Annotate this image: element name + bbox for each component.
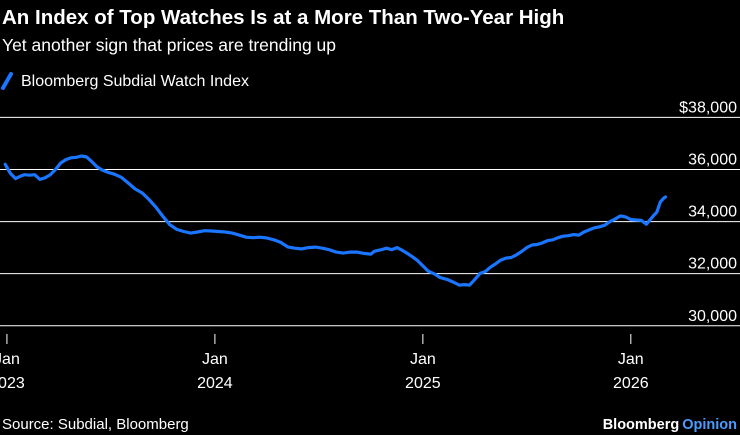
x-tick-year: 2023: [0, 375, 25, 392]
y-axis-labels: $38,000 36,000 34,000 32,000 30,000: [679, 99, 737, 324]
x-tick-year: 2024: [197, 375, 233, 392]
chart-subtitle: Yet another sign that prices are trendin…: [2, 35, 336, 55]
x-axis-ticks: [6, 334, 632, 344]
y-tick-label: $38,000: [679, 99, 737, 116]
y-tick-label: 36,000: [688, 152, 737, 169]
x-tick-year: 2026: [613, 375, 649, 392]
brand-accent: Opinion: [682, 417, 737, 433]
y-tick-label: 34,000: [688, 204, 737, 221]
brand-main: Bloomberg: [603, 417, 680, 433]
y-tick-label: 30,000: [688, 308, 737, 325]
y-gridlines: [0, 116, 740, 327]
brand-logo: Bloomberg Opinion: [603, 417, 737, 433]
x-tick-month: Jan: [410, 351, 436, 368]
legend: Bloomberg Subdial Watch Index: [1, 72, 249, 90]
x-tick-year: 2025: [405, 375, 441, 392]
x-axis-labels: Jan 2023 Jan 2024 Jan 2025 Jan 2026: [0, 351, 649, 392]
x-tick-month: Jan: [202, 351, 228, 368]
legend-swatch-icon: [1, 72, 13, 90]
x-tick-month: Jan: [618, 351, 644, 368]
y-tick-label: 32,000: [688, 256, 737, 273]
x-tick-month: Jan: [0, 351, 20, 368]
legend-label: Bloomberg Subdial Watch Index: [21, 73, 249, 90]
series-layer: [3, 154, 668, 287]
series-line-subdial-index: [3, 154, 668, 287]
chart-title: An Index of Top Watches Is at a More Tha…: [2, 6, 564, 29]
source-note: Source: Subdial, Bloomberg: [2, 416, 189, 433]
